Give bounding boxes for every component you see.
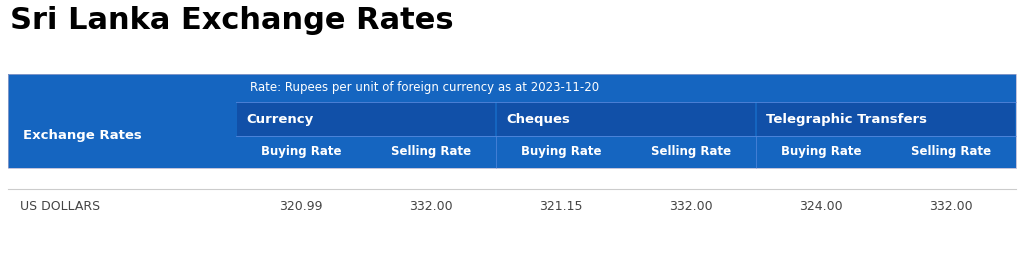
Text: Telegraphic Transfers: Telegraphic Transfers [766, 112, 927, 125]
Text: 332.00: 332.00 [670, 200, 713, 213]
Text: 320.99: 320.99 [280, 200, 323, 213]
Text: Rate: Rupees per unit of foreign currency as at 2023-11-20: Rate: Rupees per unit of foreign currenc… [250, 82, 599, 95]
Text: US DOLLARS: US DOLLARS [20, 200, 100, 213]
Text: Buying Rate: Buying Rate [780, 145, 861, 158]
Text: Buying Rate: Buying Rate [521, 145, 601, 158]
Bar [8, 74, 1016, 168]
Text: 332.00: 332.00 [929, 200, 973, 213]
Text: Currency: Currency [246, 112, 313, 125]
Text: Buying Rate: Buying Rate [261, 145, 341, 158]
Bar [237, 102, 495, 136]
Text: 321.15: 321.15 [540, 200, 583, 213]
Bar [8, 189, 1016, 224]
Bar [757, 102, 1015, 136]
Text: 332.00: 332.00 [410, 200, 453, 213]
Text: Cheques: Cheques [506, 112, 570, 125]
Bar [497, 102, 755, 136]
Text: Selling Rate: Selling Rate [391, 145, 471, 158]
Bar [8, 74, 1016, 168]
Text: Selling Rate: Selling Rate [651, 145, 731, 158]
Text: Selling Rate: Selling Rate [911, 145, 991, 158]
Text: 324.00: 324.00 [799, 200, 843, 213]
Text: Sri Lanka Exchange Rates: Sri Lanka Exchange Rates [10, 6, 454, 35]
Text: Exchange Rates: Exchange Rates [23, 129, 141, 142]
